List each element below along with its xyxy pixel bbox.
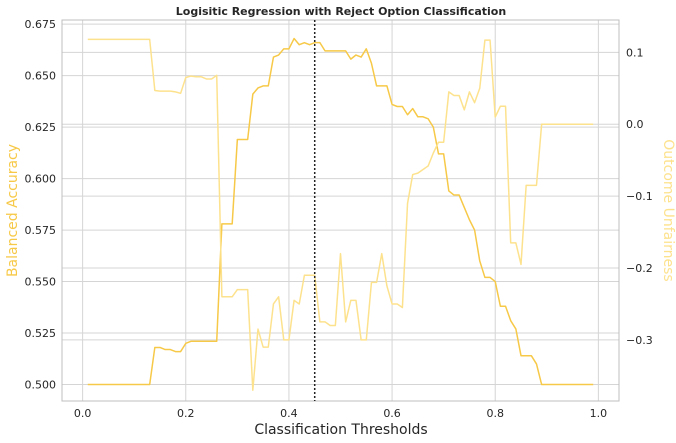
y-left-tick-label: 0.525 [25, 327, 57, 340]
outcome-unfairness-line [87, 38, 594, 391]
y-left-tick-label: 0.575 [25, 224, 57, 237]
x-tick-label: 1.0 [590, 407, 608, 420]
x-axis-label: Classification Thresholds [254, 422, 427, 438]
y-left-tick-label: 0.600 [25, 173, 57, 186]
x-tick-label: 0.8 [486, 407, 504, 420]
y-left-axis-ticks: 0.500 0.525 0.550 0.575 0.600 0.625 0.650 0.675 [25, 18, 57, 391]
y-left-tick-label: 0.550 [25, 276, 57, 289]
x-tick-label: 0.4 [280, 407, 298, 420]
x-tick-label: 0.0 [74, 407, 92, 420]
y-right-tick-label: −0.1 [626, 190, 653, 203]
plot-frame [61, 19, 620, 402]
x-tick-label: 0.6 [383, 407, 401, 420]
x-axis-ticks: 0.0 0.2 0.4 0.6 0.8 1.0 [74, 407, 607, 420]
y-right-tick-label: 0.1 [626, 46, 644, 59]
y-right-tick-label: −0.3 [626, 334, 653, 347]
y-right-axis-label: Outcome Unfairness [660, 139, 676, 281]
y-left-tick-label: 0.625 [25, 121, 57, 134]
y-right-tick-label: −0.2 [626, 262, 653, 275]
y-right-tick-label: 0.0 [626, 118, 644, 131]
balanced-accuracy-line [87, 37, 594, 386]
chart-title: Logisitic Regression with Reject Option … [176, 5, 506, 18]
y-left-tick-label: 0.500 [25, 379, 57, 392]
x-tick-label: 0.2 [177, 407, 195, 420]
grid [62, 20, 619, 401]
y-right-axis-ticks: −0.3 −0.2 −0.1 0.0 0.1 [626, 46, 653, 347]
y-left-tick-label: 0.650 [25, 70, 57, 83]
y-left-tick-label: 0.675 [25, 18, 57, 31]
series-layer [87, 37, 594, 391]
y-left-axis-label: Balanced Accuracy [5, 144, 21, 277]
